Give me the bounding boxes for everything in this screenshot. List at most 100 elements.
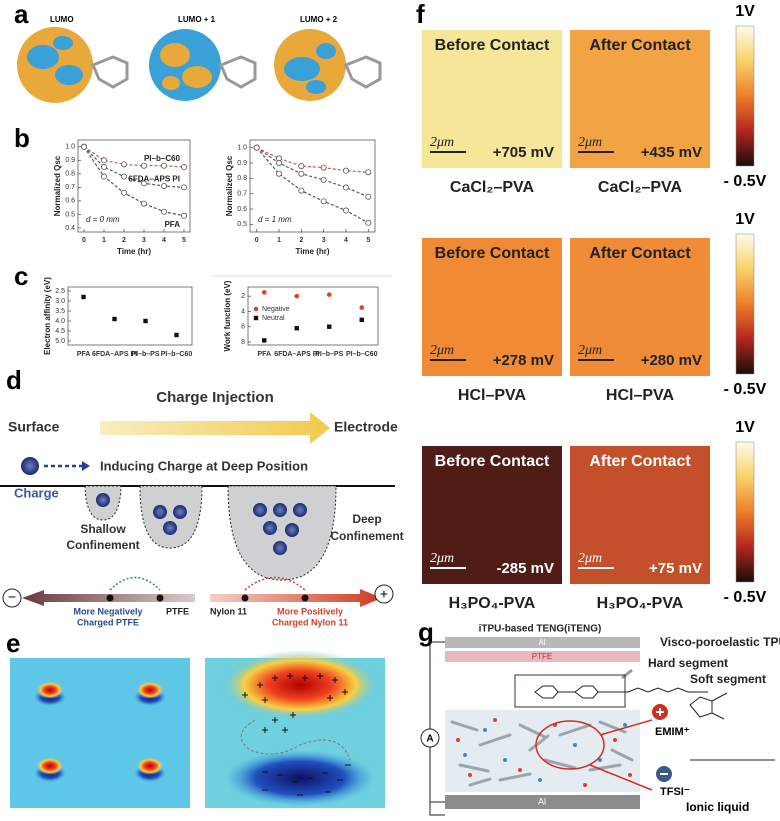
scale-label: 2μm (578, 551, 602, 566)
panel-label: b (14, 123, 30, 153)
y-tick-label: 0.5 (65, 211, 75, 218)
data-point (143, 318, 148, 324)
neg-label: More Negatively (73, 606, 142, 616)
colorbar (735, 441, 755, 583)
soft-label: Soft segment (690, 672, 766, 686)
y-tick-label: 1.0 (237, 145, 247, 152)
panel-a: a LUMO LUMO + 1 LUMO + 2 (14, 0, 382, 103)
potential-label: +435 mV (641, 144, 702, 161)
x-tick-label: 3 (322, 237, 326, 244)
data-point (320, 176, 327, 183)
data-point (81, 143, 88, 150)
scale-label: 2μm (430, 343, 454, 358)
panel-d: d Charge Injection Surface Electrode Ind… (0, 365, 404, 627)
charge-symbols (242, 673, 351, 796)
colorbar-bottom: - 0.5V (724, 173, 767, 190)
al-label: Al (538, 638, 545, 647)
x-axis-label: Time (hr) (295, 247, 329, 256)
panel-label: a (14, 0, 29, 29)
y-axis-label: Normalized Qsc (225, 155, 234, 216)
ammeter-label: A (426, 734, 433, 745)
y-tick-label: 0.5 (237, 221, 247, 228)
sample-label: CaCl₂–PVA (598, 179, 683, 196)
x-tick-label: PFA (257, 351, 271, 358)
contact-label: After Contact (589, 245, 691, 262)
y-axis-label: Normalized Qsc (53, 155, 62, 216)
arrow-head (82, 461, 90, 471)
plot-frame (249, 139, 376, 233)
y-tick-label: 3.5 (55, 308, 65, 315)
data-point (359, 317, 364, 323)
y-axis-label: Work function (eV) (223, 280, 232, 351)
y-tick-label: 4.0 (55, 318, 65, 325)
al-layer (445, 637, 640, 648)
y-tick-label: 0.4 (65, 225, 75, 232)
annotation: d = 1 mm (258, 215, 292, 224)
orbital-label: LUMO + 2 (300, 15, 338, 24)
plus-circle (374, 584, 394, 604)
x-tick-label: 5 (366, 237, 370, 244)
afm-image (570, 30, 710, 168)
plot-frame (67, 286, 193, 346)
series-label: 6FDA–APS PI (128, 174, 180, 183)
y-tick-label: 0.6 (237, 206, 247, 213)
potential-label: +75 mV (649, 560, 702, 577)
series-line (256, 147, 369, 224)
series-line (83, 146, 185, 168)
afm-image (570, 446, 710, 584)
panel-label: e (6, 628, 20, 658)
colorbar (735, 233, 755, 375)
orbital-label: LUMO + 1 (178, 15, 216, 24)
data-point (276, 170, 283, 177)
minus-circle (2, 588, 22, 608)
orbital-label: LUMO (50, 15, 74, 24)
data-point (160, 182, 167, 189)
data-point (160, 162, 167, 169)
data-point (327, 324, 332, 329)
y-axis-label: Electron affinity (eV) (43, 277, 52, 355)
data-point (320, 164, 327, 171)
data-point (180, 164, 187, 171)
data-point (261, 290, 267, 295)
data-point (160, 208, 167, 215)
afm-image (422, 446, 562, 584)
series-line (83, 146, 185, 217)
y-tick-label: 0.6 (65, 198, 75, 205)
potential-label: +278 mV (493, 352, 554, 369)
inducing-label: Inducing Charge at Deep Position (100, 458, 308, 473)
sample-label: HCl–PVA (458, 387, 527, 404)
ptfe-layer (445, 651, 640, 662)
shallow-label: Shallow (80, 522, 126, 536)
y-tick-label: 2 (241, 293, 245, 300)
data-point (294, 293, 300, 299)
sample-label: H₃PO₄-PVA (597, 595, 684, 612)
afm-image (422, 30, 562, 168)
x-tick-label: 3 (142, 237, 146, 244)
x-tick-label: 6FDA–APS PI (92, 351, 137, 358)
x-tick-label: 6FDA–APS PI (274, 351, 319, 358)
data-point (262, 338, 267, 343)
data-point (180, 212, 187, 219)
y-tick-label: 8 (241, 339, 245, 346)
mid-well (139, 485, 203, 549)
x-tick-label: PI–b–PS (131, 351, 159, 358)
panel-f: Before Contact 2μm +705 mV CaCl₂–PVA After C… (422, 3, 767, 612)
data-point (101, 173, 108, 180)
x-tick-label: 1 (102, 237, 106, 244)
charge-label: Charge (14, 485, 59, 500)
data-point (121, 189, 128, 196)
y-tick-label: 1.0 (65, 144, 75, 151)
x-tick-label: PFA (77, 351, 91, 358)
data-point (101, 164, 108, 171)
data-point (121, 161, 128, 168)
pos-label: Charged Nylon 11 (272, 617, 348, 627)
contact-label: Before Contact (435, 453, 550, 470)
afm-image (570, 238, 710, 376)
nylon-label: Nylon 11 (210, 606, 247, 616)
data-point (101, 157, 108, 164)
g-title: iTPU-based TENG(iTENG) (479, 624, 602, 635)
deep-well (227, 485, 337, 581)
tfsi-label: TFSI⁻ (660, 786, 690, 798)
x-tick-label: 5 (182, 237, 186, 244)
